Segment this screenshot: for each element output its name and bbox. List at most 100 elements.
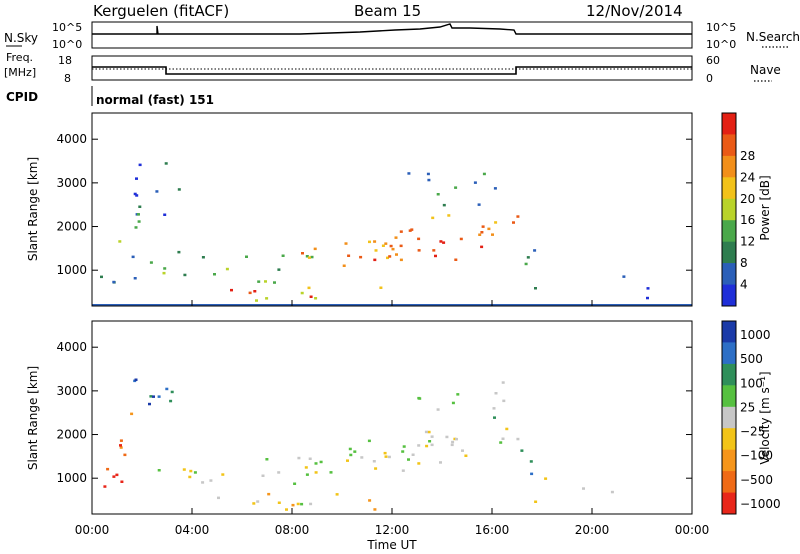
colorbar-swatch xyxy=(722,220,736,243)
colorbar-tick-label: −1000 xyxy=(740,497,781,511)
echo-cell xyxy=(188,475,192,479)
echo-cell xyxy=(149,395,153,398)
freq-label-1: Freq. xyxy=(6,51,33,64)
y-tick-label: 2000 xyxy=(56,428,87,442)
echo-cell xyxy=(130,412,134,416)
echo-cell xyxy=(133,277,137,280)
echo-cell xyxy=(379,286,383,289)
echo-cell xyxy=(252,502,256,505)
echo-cell xyxy=(314,462,318,465)
echo-cell xyxy=(148,402,151,406)
echo-cell xyxy=(177,250,181,254)
echo-cell xyxy=(131,255,135,259)
echo-cell xyxy=(297,456,301,460)
echo-cell xyxy=(329,471,333,474)
echo-cell xyxy=(310,255,314,259)
echo-cell xyxy=(307,286,311,290)
echo-cell xyxy=(313,247,317,251)
echo-cell xyxy=(442,203,446,207)
echo-cell xyxy=(138,163,142,167)
echo-cell xyxy=(367,439,371,443)
nsky-label: N.Sky xyxy=(4,31,38,45)
colorbar-tick-label: 25 xyxy=(740,400,755,414)
echo-cell xyxy=(427,430,431,434)
freq-right-tick-lo: 0 xyxy=(706,72,713,85)
echo-cell xyxy=(394,236,398,239)
y-tick-label: 2000 xyxy=(56,220,87,234)
echo-cell xyxy=(387,455,391,459)
echo-cell xyxy=(451,401,455,405)
noise-panel-frame xyxy=(91,21,693,49)
echo-cell xyxy=(152,395,155,398)
colorbar-tick-label: 12 xyxy=(740,235,755,249)
echo-cell xyxy=(431,216,435,220)
echo-cell xyxy=(277,501,281,504)
echo-cell xyxy=(407,458,410,461)
echo-cell xyxy=(501,437,505,440)
colorbar-tick-label: 24 xyxy=(740,170,755,184)
freq-trace xyxy=(92,66,692,75)
echo-cell xyxy=(359,255,363,259)
y-tick-label: 4000 xyxy=(56,132,87,146)
colorbar-swatch xyxy=(722,134,736,157)
echo-cell xyxy=(103,485,107,488)
echo-cell xyxy=(253,290,257,293)
echo-cell xyxy=(291,503,295,507)
echo-cell xyxy=(516,437,520,441)
echo-cell xyxy=(305,473,309,476)
colorbar-swatch xyxy=(722,428,736,451)
colorbar-swatch xyxy=(722,113,736,135)
colorbar-tick-label: 8 xyxy=(740,256,748,270)
echo-cell xyxy=(491,233,494,236)
x-tick-label: 12:00 xyxy=(375,523,410,537)
y-tick-label: 4000 xyxy=(56,340,87,354)
colorbar-tick-label: −100 xyxy=(740,449,773,463)
echo-cell xyxy=(402,445,406,448)
colorbar-swatch xyxy=(722,263,736,285)
echo-cell xyxy=(217,496,220,500)
echo-cell xyxy=(516,215,520,218)
power-panel-frame xyxy=(92,113,692,306)
echo-cell xyxy=(177,188,181,191)
date-title: 12/Nov/2014 xyxy=(586,2,683,20)
echo-cell xyxy=(493,187,497,190)
echo-cell xyxy=(464,454,468,457)
colorbar-swatch xyxy=(722,342,736,365)
beam-title: Beam 15 xyxy=(354,2,421,20)
x-axis-label: Time UT xyxy=(366,538,417,552)
echo-cell xyxy=(123,453,127,457)
echo-cell xyxy=(391,247,395,251)
echo-cell xyxy=(169,399,173,403)
colorbar-swatch xyxy=(722,177,736,200)
echo-cell xyxy=(417,462,421,465)
power-axes: 1000 2000 3000 4000 xyxy=(56,132,693,306)
echo-cell xyxy=(426,172,430,176)
colorbar-swatch xyxy=(722,406,736,429)
echo-cell xyxy=(524,262,528,266)
colorbar-swatch xyxy=(722,471,736,493)
velocity-colorbar-label: Velocity [m s⁻¹] xyxy=(758,371,772,464)
echo-cell xyxy=(582,487,585,490)
echo-cell xyxy=(201,481,205,484)
echo-cell xyxy=(349,453,353,457)
echo-cell xyxy=(267,492,271,496)
echo-cell xyxy=(257,280,261,283)
echo-cell xyxy=(482,172,486,176)
echo-cell xyxy=(119,439,123,442)
echo-cell xyxy=(348,447,352,451)
echo-cell xyxy=(307,256,311,259)
echo-cell xyxy=(285,508,288,511)
echo-cell xyxy=(432,249,436,252)
echo-cell xyxy=(646,287,650,290)
echo-cell xyxy=(157,469,161,472)
colorbar-swatch xyxy=(722,284,736,307)
echo-cell xyxy=(138,205,142,208)
echo-cell xyxy=(309,295,313,298)
colorbar-tick-label: 1000 xyxy=(740,328,771,342)
echo-cell xyxy=(501,381,505,384)
echo-cell xyxy=(106,467,110,471)
echo-cell xyxy=(308,457,312,460)
echo-cell xyxy=(456,393,460,396)
velocity-cells xyxy=(103,378,614,511)
echo-cell xyxy=(439,240,443,243)
